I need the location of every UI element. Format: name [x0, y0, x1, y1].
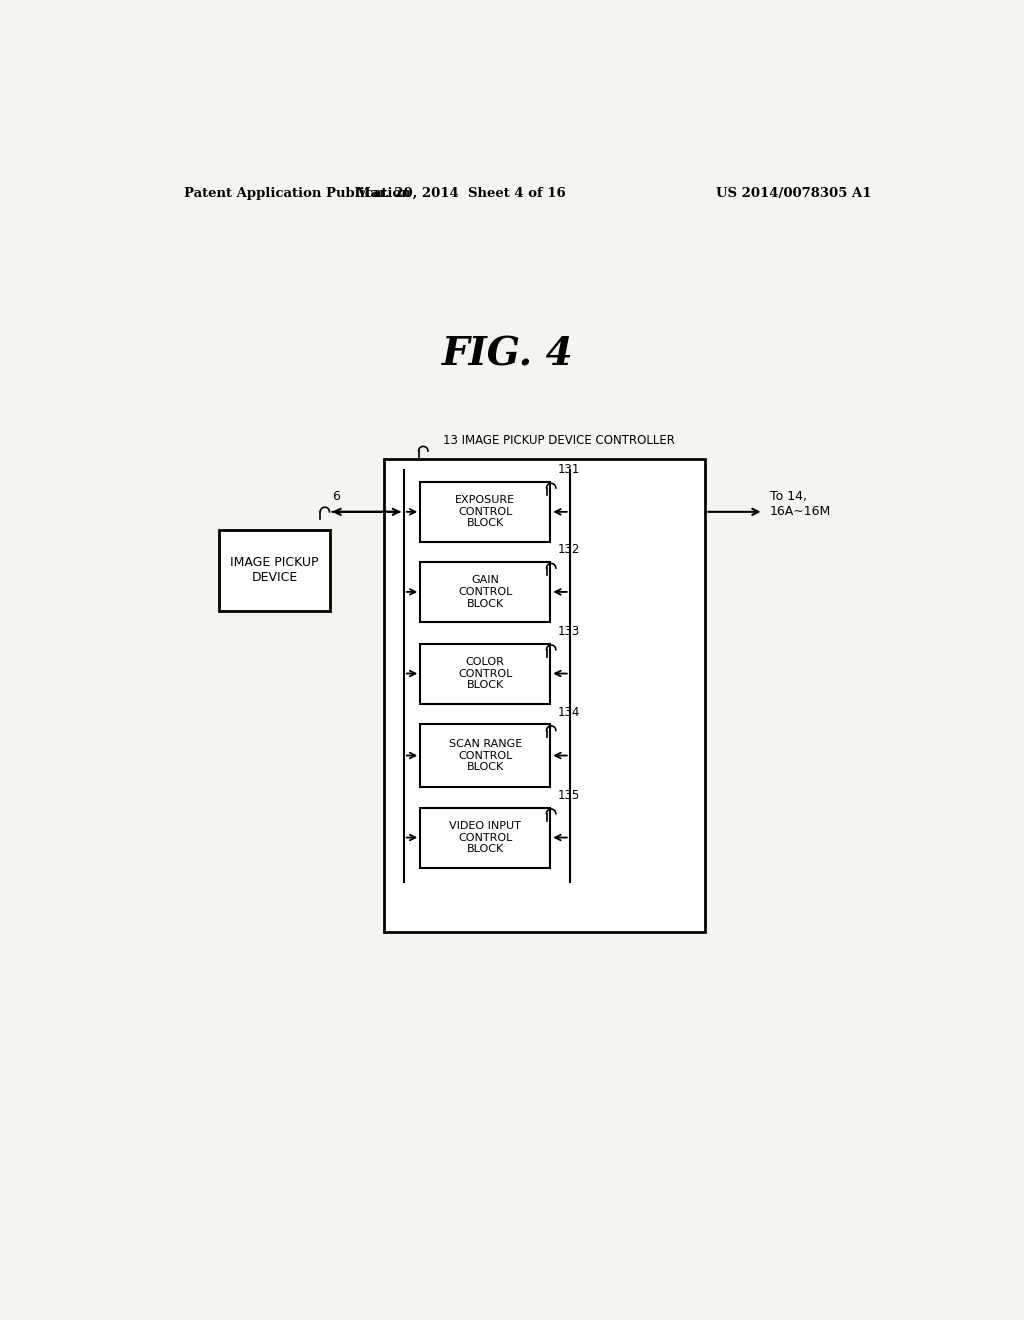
- Text: 6: 6: [332, 490, 340, 503]
- Text: US 2014/0078305 A1: US 2014/0078305 A1: [717, 187, 872, 199]
- Text: Patent Application Publication: Patent Application Publication: [183, 187, 411, 199]
- Bar: [420, 808, 550, 867]
- Bar: [420, 562, 550, 622]
- Text: FIG. 4: FIG. 4: [442, 335, 573, 374]
- Text: COLOR
CONTROL
BLOCK: COLOR CONTROL BLOCK: [458, 657, 512, 690]
- Text: 135: 135: [557, 789, 580, 803]
- Text: 133: 133: [557, 626, 580, 638]
- Text: 131: 131: [557, 463, 580, 477]
- Bar: [420, 482, 550, 543]
- Text: 134: 134: [557, 706, 580, 719]
- Bar: [420, 725, 550, 787]
- Bar: [384, 459, 706, 932]
- Text: Mar. 20, 2014  Sheet 4 of 16: Mar. 20, 2014 Sheet 4 of 16: [356, 187, 566, 199]
- Bar: [219, 529, 330, 611]
- Text: 13 IMAGE PICKUP DEVICE CONTROLLER: 13 IMAGE PICKUP DEVICE CONTROLLER: [443, 434, 675, 447]
- Text: IMAGE PICKUP
DEVICE: IMAGE PICKUP DEVICE: [230, 556, 318, 585]
- Text: GAIN
CONTROL
BLOCK: GAIN CONTROL BLOCK: [458, 576, 512, 609]
- Text: EXPOSURE
CONTROL
BLOCK: EXPOSURE CONTROL BLOCK: [456, 495, 515, 528]
- Bar: [420, 644, 550, 704]
- Text: VIDEO INPUT
CONTROL
BLOCK: VIDEO INPUT CONTROL BLOCK: [450, 821, 521, 854]
- Text: 132: 132: [557, 544, 580, 557]
- Text: To 14,
16A~16M: To 14, 16A~16M: [770, 490, 830, 519]
- Text: SCAN RANGE
CONTROL
BLOCK: SCAN RANGE CONTROL BLOCK: [449, 739, 522, 772]
